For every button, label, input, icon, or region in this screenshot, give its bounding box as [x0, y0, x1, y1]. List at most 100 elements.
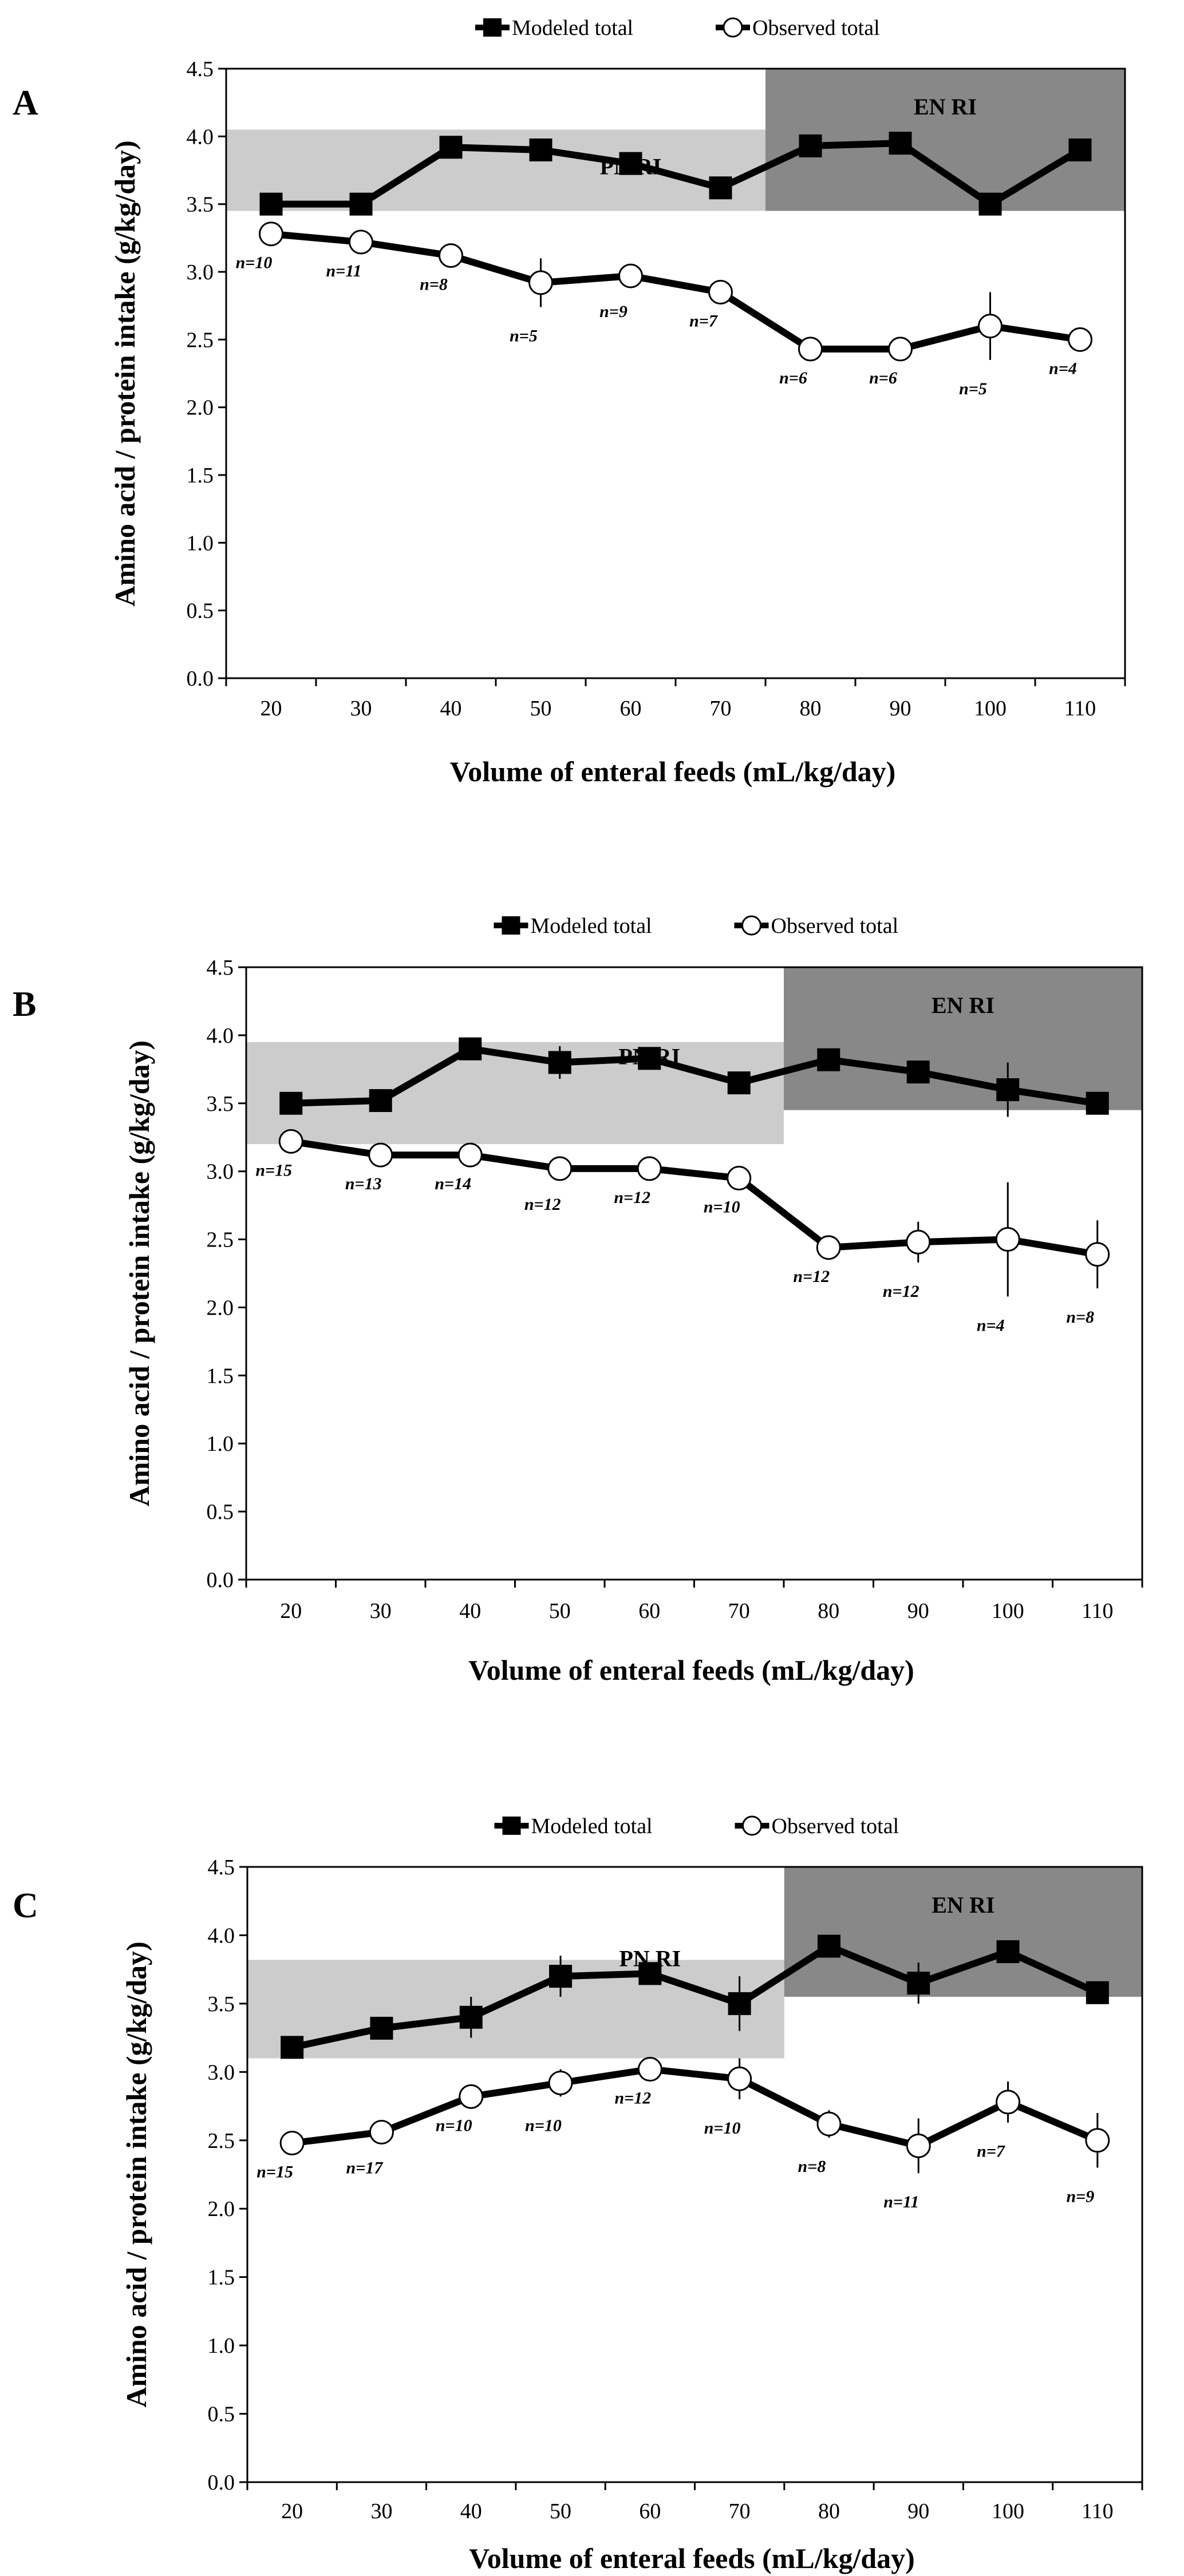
y-tick-label: 4.0	[208, 1924, 235, 1948]
series-line	[270, 230, 1081, 353]
y-tick-label: 0.0	[187, 667, 214, 691]
modeled-point	[817, 1934, 840, 1958]
x-tick-label: 50	[530, 697, 552, 721]
modeled-point	[638, 1962, 662, 1985]
x-tick-label: 110	[1082, 2499, 1114, 2523]
x-tick-label: 80	[800, 697, 822, 721]
modeled-point	[259, 192, 283, 216]
reference-band	[784, 1867, 1142, 1997]
x-tick-label: 20	[261, 697, 282, 721]
modeled-point	[638, 1047, 661, 1070]
x-tick-label: 90	[907, 1599, 929, 1623]
n-label: n=11	[883, 2193, 919, 2211]
modeled-point	[709, 176, 732, 200]
n-label: n=12	[793, 1267, 830, 1286]
modeled-point	[889, 132, 912, 155]
x-tick-label: 90	[890, 697, 911, 721]
modeled-point	[281, 2036, 304, 2059]
legend-modeled-label: Modeled total	[531, 1814, 653, 1838]
n-label: n=8	[1066, 1308, 1094, 1327]
observed-point	[906, 1229, 931, 1255]
y-tick-label: 1.5	[207, 1364, 234, 1388]
observed-point	[888, 337, 913, 362]
n-label: n=6	[779, 369, 807, 387]
n-label: n=11	[326, 262, 361, 280]
x-tick-label: 40	[459, 1599, 481, 1623]
observed-point	[1068, 327, 1092, 352]
observed-point	[708, 280, 733, 304]
modeled-point	[728, 1992, 751, 2015]
n-label: n=14	[435, 1174, 471, 1193]
x-tick-label: 20	[280, 1599, 302, 1623]
x-tick-label: 90	[907, 2499, 929, 2523]
modeled-point	[279, 1091, 303, 1115]
observed-point	[279, 2131, 305, 2156]
n-label: n=13	[345, 1174, 382, 1193]
x-tick-label: 80	[818, 2499, 840, 2523]
n-label: n=9	[1066, 2187, 1094, 2206]
modeled-point	[799, 134, 822, 157]
reference-band	[247, 1960, 784, 2059]
series-line	[291, 2065, 1099, 2150]
x-tick-label: 60	[639, 2499, 661, 2523]
n-label: n=15	[255, 1161, 292, 1180]
n-label: n=12	[883, 1282, 919, 1301]
n-label: n=12	[524, 1195, 561, 1214]
y-tick-label: 3.5	[187, 193, 214, 217]
observed-point	[528, 270, 553, 295]
legend-modeled-label: Modeled total	[531, 914, 652, 938]
y-tick-label: 1.5	[208, 2266, 235, 2290]
x-axis-label: Volume of enteral feeds (mL/kg/day)	[450, 755, 896, 788]
observed-point	[547, 1156, 573, 1181]
modeled-point	[349, 192, 373, 216]
observed-point	[349, 229, 373, 255]
modeled-point	[548, 1051, 571, 1074]
x-axis-label: Volume of enteral feeds (mL/kg/day)	[469, 2542, 915, 2574]
x-tick-label: 110	[1082, 1599, 1114, 1623]
x-tick-label: 50	[550, 2499, 571, 2523]
y-tick-label: 2.0	[207, 1296, 234, 1320]
modeled-point	[1068, 139, 1092, 161]
y-tick-label: 1.0	[187, 531, 214, 555]
reference-band	[784, 967, 1142, 1110]
modeled-point	[907, 1972, 930, 1995]
legend-modeled-label: Modeled total	[512, 16, 633, 40]
observed-point	[368, 1142, 393, 1168]
x-tick-label: 30	[370, 2499, 392, 2523]
modeled-point	[1086, 1981, 1109, 2004]
modeled-point	[996, 1078, 1020, 1101]
modeled-point	[978, 192, 1002, 216]
y-tick-label: 0.5	[187, 599, 214, 623]
series-line	[290, 1138, 1098, 1258]
x-tick-label: 60	[638, 1599, 660, 1623]
legend: Modeled total Observed total	[475, 16, 880, 40]
observed-point	[727, 2066, 752, 2091]
y-tick-label: 4.5	[207, 956, 234, 980]
legend-modeled-marker	[502, 1817, 521, 1835]
n-label: n=9	[599, 302, 627, 321]
legend-observed-marker	[742, 1815, 762, 1836]
series-line	[291, 1045, 1098, 1107]
observed-point	[816, 1235, 841, 1260]
modeled-point	[459, 2005, 483, 2029]
n-label: n=7	[977, 2142, 1005, 2161]
x-tick-label: 100	[992, 2499, 1024, 2523]
n-label: n=6	[869, 369, 897, 387]
y-tick-label: 0.5	[208, 2403, 235, 2427]
observed-point	[439, 243, 463, 268]
panel-label: A	[13, 84, 38, 122]
y-tick-label: 3.0	[208, 2060, 235, 2084]
x-tick-label: 100	[992, 1599, 1024, 1623]
series-line	[271, 140, 1082, 208]
x-tick-label: 70	[729, 2499, 751, 2523]
observed-point	[906, 2133, 931, 2158]
modeled-point	[439, 136, 463, 159]
observed-point	[816, 2111, 842, 2136]
x-tick-label: 50	[549, 1599, 571, 1623]
modeled-point	[906, 1061, 930, 1084]
y-tick-label: 4.0	[207, 1024, 234, 1048]
legend-observed-marker	[723, 17, 743, 38]
x-tick-label: 60	[620, 697, 642, 721]
legend: Modeled total Observed total	[494, 1814, 899, 1838]
